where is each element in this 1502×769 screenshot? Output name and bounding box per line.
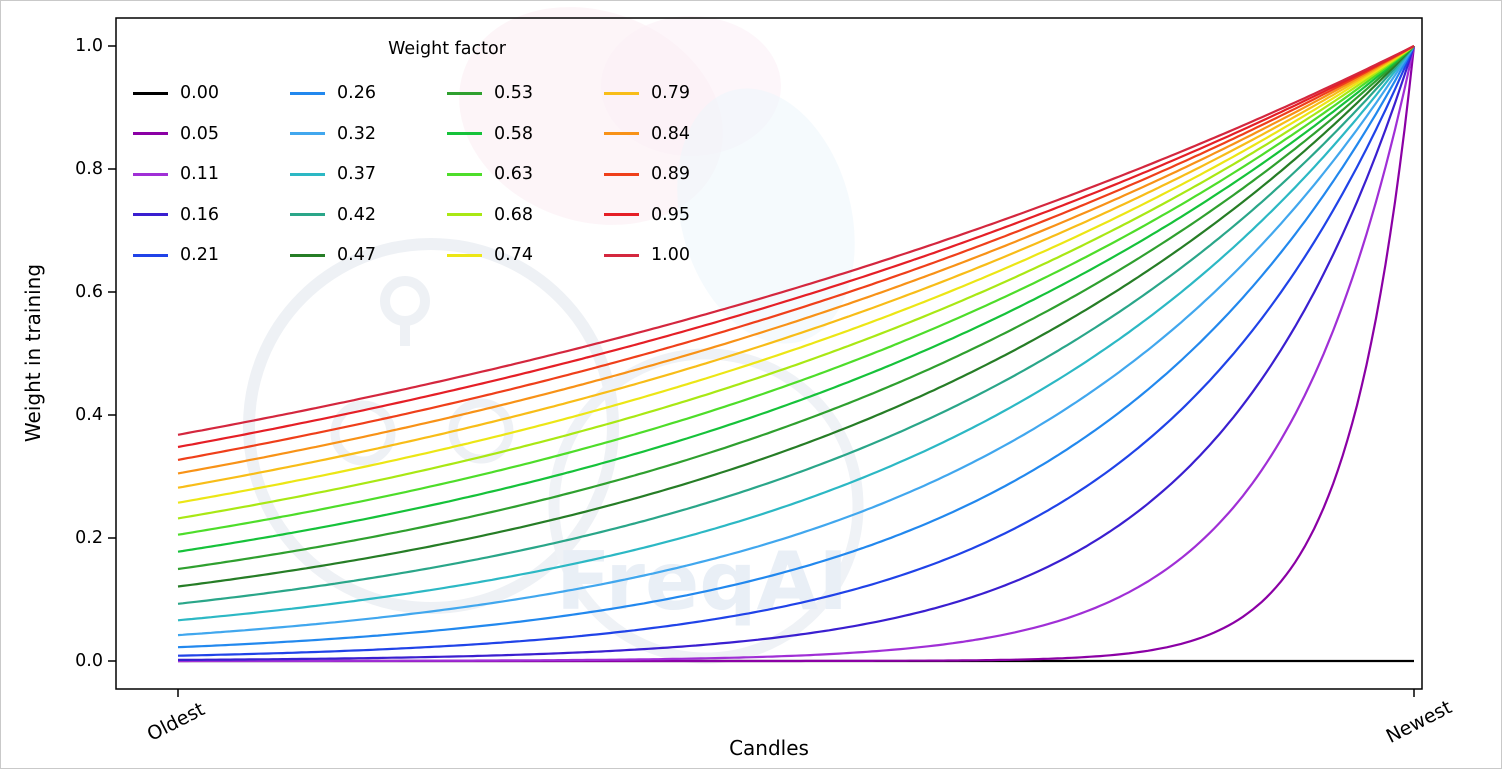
legend-item-0.11: 0.11 (133, 163, 290, 185)
series-line-0.21 (177, 45, 1416, 657)
series-line-0.89 (177, 45, 1415, 461)
legend-item-0.32: 0.32 (290, 123, 447, 145)
axes (108, 17, 1423, 697)
series-line-0.95 (177, 45, 1415, 449)
legend-line-swatch (133, 91, 168, 95)
legend-item-0.00: 0.00 (133, 82, 290, 104)
legend-item-label: 0.89 (651, 164, 690, 185)
legend-item-0.89: 0.89 (604, 163, 761, 185)
legend-item-0.84: 0.84 (604, 123, 761, 145)
legend-line-swatch (290, 172, 325, 176)
legend-line-swatch (447, 132, 482, 136)
watermark-stopwatch-crown (380, 276, 430, 326)
legend-item-0.42: 0.42 (290, 204, 447, 226)
legend-line-swatch (447, 253, 482, 257)
legend-item-label: 0.16 (180, 204, 219, 225)
series-line-0.53 (177, 45, 1415, 571)
x-axis-label: Candles (729, 736, 809, 760)
y-tick-label: 0.0 (75, 651, 103, 671)
legend-item-label: 0.26 (337, 83, 376, 104)
legend-item-label: 0.84 (651, 123, 690, 144)
legend-item-label: 1.00 (651, 245, 690, 266)
plot-border (115, 17, 1423, 690)
legend-item-0.26: 0.26 (290, 82, 447, 104)
legend-line-swatch (604, 91, 639, 95)
watermark-stopwatch-ring (243, 238, 619, 614)
legend-item-label: 0.79 (651, 83, 690, 104)
series-line-0.32 (177, 45, 1415, 637)
legend-line-swatch (447, 213, 482, 217)
y-tick-label: 0.6 (75, 282, 103, 302)
legend-item-label: 0.00 (180, 83, 219, 104)
series-line-0.58 (177, 45, 1415, 553)
legend-item-0.47: 0.47 (290, 244, 447, 266)
series-line-0.63 (177, 45, 1415, 536)
legend-line-swatch (604, 253, 639, 257)
series-line-0.84 (177, 45, 1415, 475)
legend: 0.00 0.05 0.11 0.16 0.21 0.26 0.32 0.37 0.42 0.47… (133, 73, 761, 276)
legend-item-0.21: 0.21 (133, 244, 290, 266)
series-line-0.26 (177, 45, 1415, 649)
legend-line-swatch (447, 91, 482, 95)
series-line-0.47 (177, 45, 1415, 588)
legend-item-0.68: 0.68 (447, 204, 604, 226)
legend-line-swatch (604, 213, 639, 217)
series-line-0.74 (177, 45, 1415, 504)
legend-line-swatch (604, 132, 639, 136)
legend-line-swatch (290, 91, 325, 95)
watermark-text: FreqAI (556, 535, 848, 628)
series-line-0.42 (177, 45, 1415, 605)
legend-item-label: 0.95 (651, 204, 690, 225)
legend-item-0.58: 0.58 (447, 123, 604, 145)
legend-item-label: 0.05 (180, 123, 219, 144)
legend-line-swatch (604, 172, 639, 176)
legend-line-swatch (133, 213, 168, 217)
legend-item-0.74: 0.74 (447, 244, 604, 266)
watermark-blob-blue (677, 88, 855, 344)
legend-item-0.79: 0.79 (604, 82, 761, 104)
y-tick-label: 0.8 (75, 159, 103, 179)
watermark-eye-right (448, 398, 514, 464)
legend-item-label: 0.37 (337, 164, 376, 185)
legend-item-label: 0.53 (494, 83, 533, 104)
legend-item-0.53: 0.53 (447, 82, 604, 104)
y-tick-label: 0.4 (75, 405, 103, 425)
legend-item-label: 0.63 (494, 164, 533, 185)
legend-item-label: 0.42 (337, 204, 376, 225)
legend-line-swatch (133, 132, 168, 136)
series-line-0.37 (177, 45, 1415, 622)
y-tick-label: 1.0 (75, 36, 103, 56)
series-line-0.16 (178, 45, 1416, 661)
legend-item-0.16: 0.16 (133, 204, 290, 226)
legend-line-swatch (447, 172, 482, 176)
legend-item-0.37: 0.37 (290, 163, 447, 185)
legend-line-swatch (133, 253, 168, 257)
legend-item-1.00: 1.00 (604, 244, 761, 266)
legend-line-swatch (133, 172, 168, 176)
series-curves (177, 45, 1416, 663)
series-line-0.68 (177, 45, 1415, 520)
legend-item-label: 0.11 (180, 164, 219, 185)
legend-line-swatch (290, 253, 325, 257)
y-axis-label: Weight in training (21, 263, 45, 443)
legend-item-label: 0.58 (494, 123, 533, 144)
legend-item-label: 0.47 (337, 245, 376, 266)
legend-item-label: 0.32 (337, 123, 376, 144)
series-line-0.79 (177, 45, 1415, 489)
legend-item-0.05: 0.05 (133, 123, 290, 145)
series-line-0.11 (178, 45, 1416, 663)
y-tick-label: 0.2 (75, 528, 103, 548)
watermark-eye-left (330, 400, 396, 466)
legend-item-0.95: 0.95 (604, 204, 761, 226)
legend-title: Weight factor (388, 39, 506, 59)
series-line-1.00 (177, 45, 1415, 436)
legend-item-label: 0.74 (494, 245, 533, 266)
legend-line-swatch (290, 213, 325, 217)
legend-item-label: 0.21 (180, 245, 219, 266)
legend-line-swatch (290, 132, 325, 136)
legend-item-0.63: 0.63 (447, 163, 604, 185)
legend-item-label: 0.68 (494, 204, 533, 225)
